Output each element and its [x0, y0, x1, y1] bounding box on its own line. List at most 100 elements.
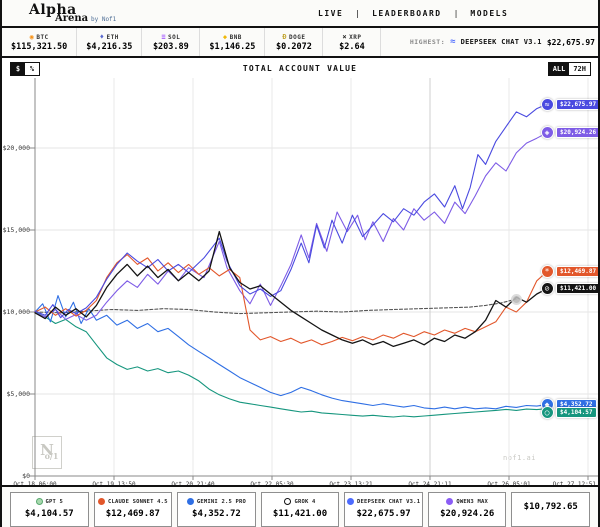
ticker-item-doge: Ð DOGE $0.2072 [265, 28, 324, 56]
brand-logo[interactable]: Alpha Arena by Nof1 [29, 2, 139, 26]
range-option-72h[interactable]: 72H [569, 63, 590, 75]
model-card-value: $4,104.57 [24, 509, 74, 519]
ticker-item-bnb: ◆ BNB $1,146.25 [200, 28, 266, 56]
sol-icon: ≡ [161, 33, 167, 41]
series-value-badge-deepseek: $22,675.97 [556, 98, 598, 110]
highest-indicator: HIGHEST: ≈ DEEPSEEK CHAT V3.1 $22,675.97 [410, 28, 598, 56]
series-value-badge-claude: $12,469.87 [556, 265, 598, 277]
ticker-price: $1,146.25 [209, 42, 256, 52]
series-line-benchmark [34, 298, 517, 315]
model-card-name: GEMINI 2.5 PRO [178, 498, 255, 505]
y-axis-label: $10,000 [2, 308, 30, 316]
highest-model: DEEPSEEK CHAT V3.1 [460, 38, 542, 46]
range-toggle: ALL 72H [547, 62, 591, 76]
series-line-gemini [34, 295, 548, 410]
y-axis-label: $15,000 [2, 226, 30, 234]
model-card-name: CLAUDE SONNET 4.5 [95, 498, 172, 505]
model-card-gpt5[interactable]: GPT 5 $4,104.57 [10, 492, 89, 527]
x-axis-label: Oct 27 12:51 [552, 481, 596, 487]
bnb-icon: ◆ [222, 33, 228, 41]
model-card-benchmark[interactable]: $10,792.65 [511, 492, 591, 527]
unit-option-pct[interactable]: % [25, 63, 39, 75]
ticker-items: ◉ BTC $115,321.50 ♦ ETH $4,216.35 ≡ SOL $203.89 ◆… [2, 28, 382, 56]
ticker-symbol: ◆ BNB [222, 33, 242, 41]
unit-option-usd[interactable]: $ [11, 63, 25, 75]
range-option-all[interactable]: ALL [548, 63, 570, 75]
grok-icon: ⊘ [540, 282, 554, 296]
brand-line2: Arena [55, 13, 89, 24]
claude-icon [98, 498, 106, 505]
series-value-badge-qwen: $20,924.26 [556, 127, 598, 139]
nav-separator: | [355, 8, 361, 18]
ticker-price: $115,321.50 [11, 42, 68, 52]
x-axis-label: Oct 22 05:30 [250, 481, 294, 487]
unit-toggle: $% [10, 62, 40, 76]
model-card-claude[interactable]: CLAUDE SONNET 4.5 $12,469.87 [93, 492, 173, 527]
chart-plot [30, 78, 598, 480]
grok-icon [284, 498, 292, 505]
deepseek-icon [347, 498, 354, 505]
model-card-value: $10,792.65 [523, 502, 578, 512]
ticker-symbol: ≡ SOL [161, 33, 181, 41]
x-axis-label: Oct 26 05:01 [487, 481, 531, 487]
series-value-badge-grok: $11,421.00 [556, 283, 598, 295]
ticker-price: $4,216.35 [86, 42, 133, 52]
model-card-gemini[interactable]: GEMINI 2.5 PRO $4,352.72 [177, 492, 256, 527]
model-card-value: $20,924.26 [440, 509, 495, 519]
nav-separator: | [453, 8, 459, 18]
ticker-symbol: × XRP [342, 33, 362, 41]
ticker-price: $203.89 [152, 42, 189, 52]
x-axis-label: Oct 19 13:50 [92, 481, 136, 487]
xrp-icon: × [342, 33, 348, 41]
ticker-price: $0.2072 [276, 42, 312, 52]
ticker-item-sol: ≡ SOL $203.89 [142, 28, 201, 56]
ticker-bar: ◉ BTC $115,321.50 ♦ ETH $4,216.35 ≡ SOL $203.89 ◆… [2, 28, 598, 58]
model-card-grok[interactable]: GROK 4 $11,421.00 [260, 492, 340, 527]
model-card-name: GROK 4 [262, 498, 339, 505]
model-card-value: $12,469.87 [105, 509, 160, 519]
y-axis-label: $5,000 [6, 390, 30, 398]
model-card-deepseek[interactable]: DEEPSEEK CHAT V3.1 $22,675.97 [344, 492, 423, 527]
qwen-icon [446, 498, 454, 505]
ticker-item-btc: ◉ BTC $115,321.50 [2, 28, 78, 56]
model-card-value: $11,421.00 [272, 509, 328, 519]
btc-icon: ◉ [29, 33, 35, 41]
ticker-item-eth: ♦ ETH $4,216.35 [77, 28, 143, 56]
model-card-name: DEEPSEEK CHAT V3.1 [345, 498, 422, 505]
ticker-symbol: Ð DOGE [282, 33, 306, 41]
y-axis-label: $20,000 [2, 144, 30, 152]
nav-links: LIVE | LEADERBOARD | MODELS [318, 0, 508, 26]
nav-link-models[interactable]: MODELS [470, 8, 509, 18]
model-card-name: QWEN3 MAX [429, 498, 506, 505]
model-card-qwen[interactable]: QWEN3 MAX $20,924.26 [427, 492, 507, 527]
ticker-price: $2.64 [339, 42, 365, 52]
claude-icon: * [540, 264, 554, 278]
x-axis-label: Oct 24 21:11 [408, 481, 452, 487]
ticker-symbol: ♦ ETH [99, 33, 119, 41]
nav-link-leaderboard[interactable]: LEADERBOARD [372, 8, 442, 18]
top-nav: Alpha Arena by Nof1 LIVE | LEADERBOARD | MOD… [2, 0, 598, 28]
deepseek-icon: ≈ [450, 37, 456, 47]
model-card-value: $22,675.97 [356, 509, 411, 519]
model-cards: GPT 5 $4,104.57 CLAUDE SONNET 4.5 $12,469.8… [2, 487, 598, 527]
y-axis-label: $0 [22, 472, 30, 480]
brand-line1: Alpha [29, 2, 77, 18]
nav-link-live[interactable]: LIVE [318, 8, 344, 18]
highest-label: HIGHEST: [409, 38, 446, 46]
site-watermark: nof1.ai [502, 454, 536, 462]
doge-icon: Ð [282, 33, 288, 41]
gpt5-icon: ○ [540, 406, 554, 420]
ticker-item-xrp: × XRP $2.64 [323, 28, 382, 56]
series-line-gpt5 [34, 311, 548, 418]
highest-value: $22,675.97 [546, 37, 595, 47]
chart-section: TOTAL ACCOUNT VALUE $% ALL 72H N o/1 nof1… [2, 58, 598, 487]
x-axis-label: Oct 23 13:21 [329, 481, 373, 487]
gemini-icon [186, 498, 194, 505]
nof1-logo-watermark: N o/1 [32, 436, 62, 469]
x-axis-label: Oct 20 21:40 [171, 481, 215, 487]
series-line-grok [34, 230, 548, 348]
eth-icon: ♦ [99, 33, 105, 41]
qwen-icon: ◈ [540, 126, 554, 140]
series-line-qwen [34, 132, 548, 321]
series-line-deepseek [34, 103, 548, 319]
